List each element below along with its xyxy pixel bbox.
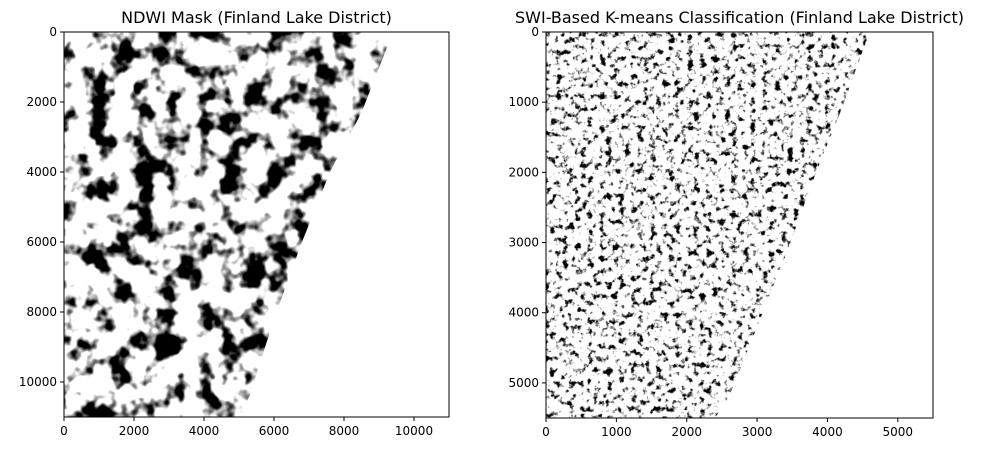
axis-ticks: 0 1000 2000 3000 4000 5000 0 1000 2000 3000 4000 50… <box>508 25 913 439</box>
y-tick-label: 4000 <box>26 165 57 179</box>
y-tick-label: 5000 <box>508 376 539 390</box>
y-tick-label: 1000 <box>508 95 539 109</box>
x-tick-label: 6000 <box>259 424 290 438</box>
axes-frame <box>545 31 934 419</box>
ndwi-mask-panel: NDWI Mask (Finland Lake District) 0 2000 4… <box>19 8 450 438</box>
kmeans-classification-panel: SWI-Based K-means Classification (Finlan… <box>508 8 964 439</box>
plot-area <box>63 31 450 418</box>
y-tick-label: 0 <box>531 25 539 39</box>
y-tick-label: 2000 <box>26 95 57 109</box>
y-tick-label: 3000 <box>508 236 539 250</box>
x-tick-label: 10000 <box>395 424 433 438</box>
chart-title: NDWI Mask (Finland Lake District) <box>121 8 392 27</box>
plot-area <box>545 31 934 419</box>
y-tick-label: 4000 <box>508 306 539 320</box>
y-tick-label: 6000 <box>26 235 57 249</box>
x-tick-label: 3000 <box>742 425 773 439</box>
y-tick-label: 10000 <box>19 375 57 389</box>
x-tick-label: 0 <box>542 425 550 439</box>
x-tick-label: 8000 <box>329 424 360 438</box>
x-tick-label: 4000 <box>189 424 220 438</box>
axes-frame <box>63 31 450 418</box>
y-tick-label: 0 <box>49 25 57 39</box>
x-tick-label: 1000 <box>601 425 632 439</box>
x-tick-label: 2000 <box>671 425 702 439</box>
axis-ticks: 0 2000 4000 6000 8000 10000 0 2000 4000 6000 8000 1… <box>19 25 433 438</box>
x-tick-label: 2000 <box>119 424 150 438</box>
chart-title: SWI-Based K-means Classification (Finlan… <box>515 8 964 27</box>
y-tick-label: 2000 <box>508 165 539 179</box>
x-tick-label: 4000 <box>812 425 843 439</box>
x-tick-label: 0 <box>60 424 68 438</box>
x-tick-label: 5000 <box>883 425 914 439</box>
y-tick-label: 8000 <box>26 305 57 319</box>
